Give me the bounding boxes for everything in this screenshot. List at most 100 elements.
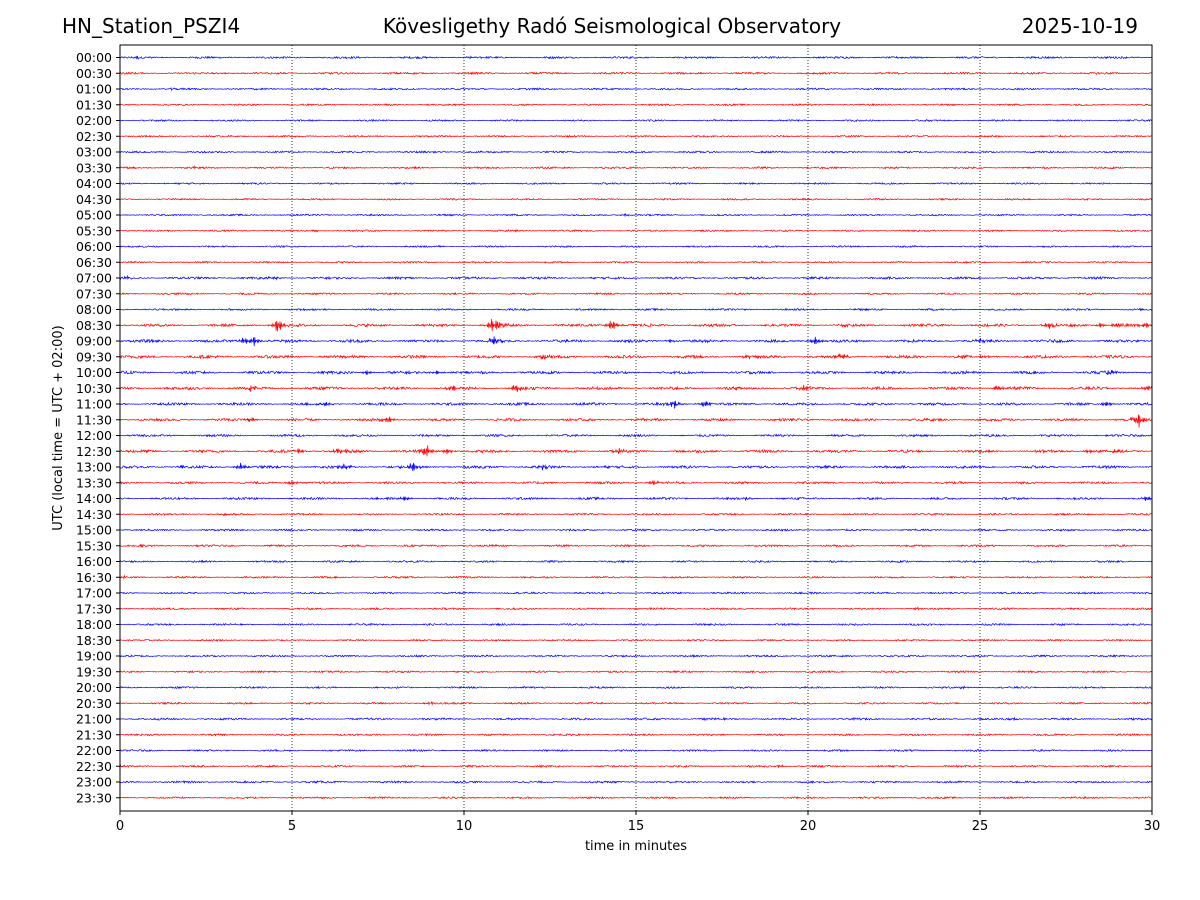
trace-2130 [119, 733, 1153, 737]
trace-1830 [119, 638, 1153, 642]
trace-0500 [119, 212, 1153, 218]
y-tick-label: 01:00 [76, 82, 112, 97]
trace-0530 [119, 228, 1153, 233]
y-tick-label: 23:00 [76, 775, 112, 790]
x-tick-label: 15 [628, 819, 645, 834]
y-tick-label: 03:00 [76, 145, 112, 160]
trace-2330 [119, 795, 1153, 800]
y-tick-label: 09:00 [76, 334, 112, 349]
trace-1600 [119, 559, 1153, 564]
y-tick-label: 04:00 [76, 176, 112, 191]
trace-2230 [119, 764, 1153, 769]
trace-0600 [119, 244, 1153, 249]
trace-2200 [119, 748, 1153, 753]
y-tick-label: 00:00 [76, 50, 112, 65]
trace-0700 [119, 274, 1153, 281]
y-tick-label: 00:30 [76, 66, 112, 81]
y-tick-label: 07:00 [76, 271, 112, 286]
y-tick-label: 08:00 [76, 302, 112, 317]
x-tick-label: 30 [1144, 819, 1161, 834]
trace-1330 [119, 479, 1153, 486]
y-tick-label: 05:30 [76, 223, 112, 238]
y-tick-label: 23:30 [76, 790, 112, 805]
trace-1530 [119, 543, 1153, 549]
trace-2100 [119, 716, 1153, 722]
trace-0900 [119, 336, 1153, 347]
y-tick-label: 01:30 [76, 97, 112, 112]
y-tick-label: 16:00 [76, 554, 112, 569]
trace-1930 [119, 669, 1153, 674]
trace-1700 [119, 591, 1153, 595]
trace-0330 [119, 165, 1153, 170]
y-tick-label: 20:00 [76, 680, 112, 695]
trace-0800 [119, 307, 1153, 312]
y-tick-label: 21:30 [76, 727, 112, 742]
trace-1100 [119, 400, 1153, 409]
y-tick-label: 10:00 [76, 365, 112, 380]
y-tick-label: 22:00 [76, 743, 112, 758]
trace-1730 [119, 606, 1153, 611]
trace-1130 [119, 414, 1153, 428]
trace-1000 [119, 369, 1153, 376]
trace-0930 [119, 353, 1153, 361]
y-tick-label: 17:30 [76, 601, 112, 616]
trace-0130 [119, 103, 1153, 107]
x-tick-label: 0 [116, 819, 124, 834]
trace-1200 [119, 433, 1153, 438]
y-tick-label: 15:30 [76, 538, 112, 553]
y-tick-label: 02:30 [76, 129, 112, 144]
chart-title: Kövesligethy Radó Seismological Observat… [382, 14, 842, 38]
y-tick-label: 18:00 [76, 617, 112, 632]
trace-0300 [119, 150, 1153, 154]
trace-0730 [119, 291, 1153, 296]
y-tick-label: 07:30 [76, 286, 112, 301]
trace-2030 [119, 701, 1153, 706]
y-tick-label: 09:30 [76, 349, 112, 364]
chart-date: 2025-10-19 [1021, 14, 1138, 38]
trace-1400 [119, 495, 1153, 501]
x-tick-label: 25 [972, 819, 989, 834]
y-tick-label: 14:00 [76, 491, 112, 506]
trace-1030 [119, 384, 1153, 393]
trace-0100 [119, 87, 1153, 92]
trace-0000 [119, 55, 1153, 60]
y-tick-label: 21:00 [76, 712, 112, 727]
y-tick-label: 03:30 [76, 160, 112, 175]
trace-1430 [119, 512, 1153, 517]
y-tick-label: 20:30 [76, 696, 112, 711]
y-tick-label: 19:30 [76, 664, 112, 679]
y-tick-label: 15:00 [76, 523, 112, 538]
trace-1500 [119, 528, 1153, 532]
station-name: HN_Station_PSZI4 [62, 14, 241, 38]
x-tick-label: 20 [800, 819, 817, 834]
y-tick-label: 13:30 [76, 475, 112, 490]
trace-2000 [119, 685, 1153, 690]
y-tick-label: 16:30 [76, 570, 112, 585]
y-tick-label: 02:00 [76, 113, 112, 128]
trace-0030 [119, 71, 1153, 76]
y-tick-label: 11:30 [76, 412, 112, 427]
trace-0830 [119, 318, 1153, 332]
trace-0230 [119, 134, 1153, 138]
trace-1300 [119, 462, 1153, 472]
y-tick-label: 06:30 [76, 255, 112, 270]
trace-0630 [119, 260, 1153, 264]
trace-1230 [119, 445, 1153, 457]
y-tick-label: 04:30 [76, 192, 112, 207]
y-tick-label: 13:00 [76, 460, 112, 475]
trace-1630 [119, 574, 1153, 580]
trace-0430 [119, 197, 1153, 201]
y-tick-label: 06:00 [76, 239, 112, 254]
y-tick-label: 22:30 [76, 759, 112, 774]
trace-1800 [119, 622, 1153, 627]
x-tick-label: 5 [288, 819, 296, 834]
trace-0400 [119, 181, 1153, 186]
x-axis-label: time in minutes [585, 839, 687, 854]
y-tick-label: 19:00 [76, 649, 112, 664]
y-tick-label: 12:30 [76, 444, 112, 459]
trace-1900 [119, 654, 1153, 659]
y-tick-label: 14:30 [76, 507, 112, 522]
trace-2300 [119, 780, 1153, 784]
y-tick-label: 17:00 [76, 586, 112, 601]
